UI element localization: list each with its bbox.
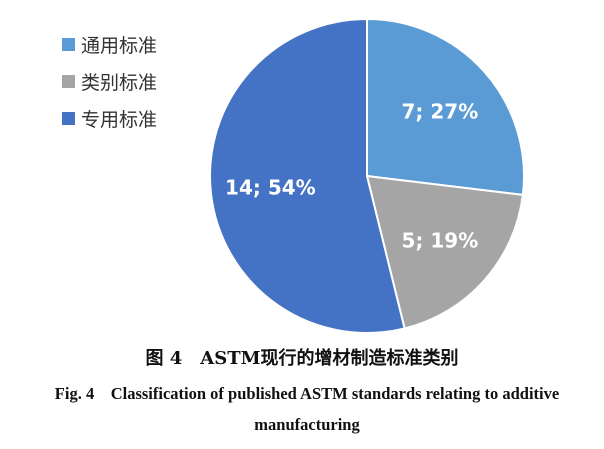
legend-item: 类别标准 xyxy=(62,67,157,96)
legend-label: 专用标准 xyxy=(81,109,158,131)
legend: 通用标准 类别标准 专用标准 xyxy=(62,30,157,141)
legend-swatch xyxy=(62,38,75,51)
legend-swatch xyxy=(62,75,75,88)
legend-item: 专用标准 xyxy=(62,104,157,133)
pie-chart: 7; 27% 5; 19% 14; 54% xyxy=(209,17,525,334)
legend-swatch xyxy=(62,112,75,125)
legend-label: 类别标准 xyxy=(81,72,158,94)
pie-slice xyxy=(366,17,525,197)
caption-zh: 图 4 ASTM现行的增材制造标准类别 xyxy=(145,348,459,369)
slice-data-label: 5; 19% xyxy=(401,229,478,253)
caption-en: Fig. 4 Classification of published ASTM … xyxy=(54,384,560,434)
pie-slice xyxy=(209,17,406,334)
legend-label: 通用标准 xyxy=(81,35,158,57)
legend-item: 通用标准 xyxy=(62,30,157,59)
pie-slice xyxy=(365,174,524,330)
slice-data-label: 7; 27% xyxy=(401,99,478,123)
slice-data-label: 14; 54% xyxy=(225,176,316,200)
